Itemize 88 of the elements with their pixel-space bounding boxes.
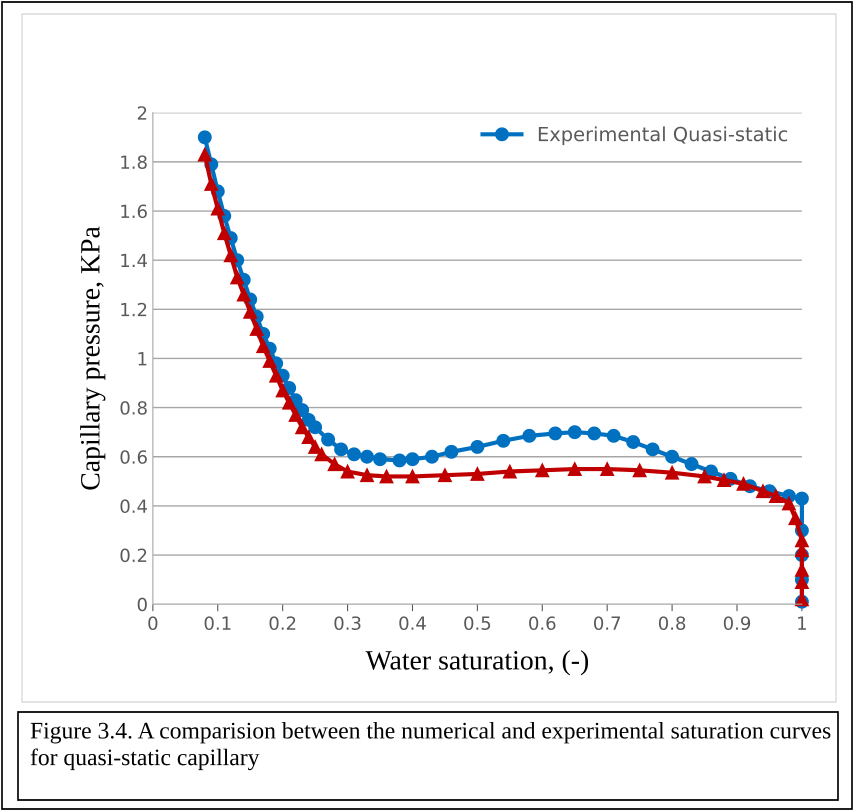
caption: Figure 3.4. A comparision between the numerical and experimental saturation curves for quasi-static capillary [30,722,830,770]
point [794,492,809,506]
point [568,425,582,440]
point [406,452,420,466]
point [502,464,517,478]
y-axis-title: Capillary pressure, KPa [80,226,106,490]
x-tick-label: 0.7 [594,616,620,630]
x-tick-label: 0.3 [334,616,360,630]
x-axis-title: Water saturation, (-) [366,650,588,676]
point [535,463,550,478]
point [626,435,640,449]
point [217,226,232,240]
point [470,467,484,481]
x-tick-label: 0 [148,616,158,630]
x-tick-label: 0.8 [658,616,686,630]
point [522,428,536,443]
x-tick-label: 0.2 [270,616,296,630]
point [256,339,270,354]
point [302,430,316,444]
point [262,354,277,368]
point [236,288,251,302]
point [444,444,458,459]
x-tick-label: 0.4 [399,616,426,630]
point [425,450,439,464]
x-tick-label: 0.6 [529,616,556,630]
x-tick-label: 0.1 [204,616,230,630]
point [698,469,712,484]
point [406,469,420,484]
point [314,447,329,462]
point [328,457,342,472]
point [665,450,680,464]
point [360,468,374,482]
point [210,202,225,216]
point [321,432,336,446]
point [496,434,510,448]
y-tick-label: 0 [138,598,147,612]
point [606,428,621,443]
point [782,496,796,510]
point [250,322,264,336]
point [308,440,322,454]
point [360,450,374,464]
legend-label: Experimental Quasi-static [538,126,788,146]
y-tick-label: 0.8 [120,401,147,415]
y-tick-label: 1.8 [121,155,147,169]
point [756,484,770,498]
point [717,473,731,488]
y-tick-label: 0.2 [120,548,146,562]
y-tick-label: 2 [138,106,146,120]
point [380,469,394,484]
point [243,304,258,319]
point [392,453,406,468]
y-tick-label: 1.4 [121,254,147,268]
point [373,452,387,466]
point [632,463,647,478]
x-tick-label: 1 [798,616,806,630]
point [646,442,660,456]
point [334,442,348,456]
point [230,270,244,284]
point [736,476,750,491]
point [665,466,680,480]
point [276,383,290,398]
point [548,426,562,440]
point [600,462,614,476]
point [769,489,783,504]
point [295,420,310,434]
point [204,177,218,191]
y-tick-label: 1.2 [121,302,146,316]
point [288,408,303,422]
point [438,468,452,482]
point [470,440,484,454]
point [347,447,362,462]
point [788,511,802,526]
point [308,420,322,434]
point [568,462,582,476]
y-tick-label: 1 [138,352,146,366]
y-tick-label: 0.4 [120,499,147,514]
point [282,396,296,410]
x-tick-label: 0.9 [724,616,750,630]
point [198,148,212,162]
x-tick-label: 0.5 [464,616,490,630]
point [269,368,284,383]
point [198,130,212,144]
y-tick-label: 1.6 [121,204,147,218]
y-tick-label: 0.6 [120,450,147,464]
point [684,457,699,472]
point [224,248,238,262]
point [340,464,355,478]
point [587,426,602,440]
